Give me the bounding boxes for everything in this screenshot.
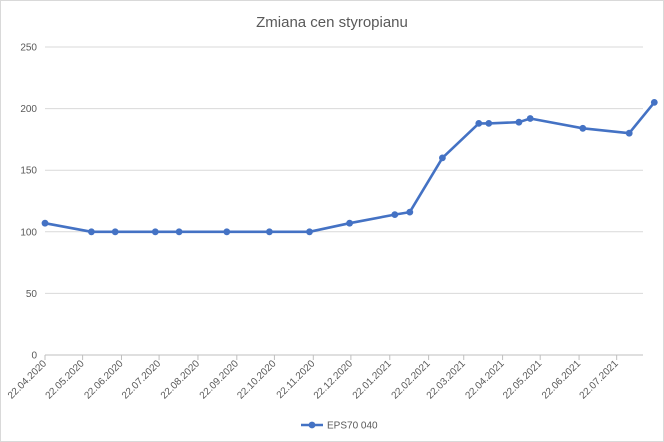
y-tick-label: 100 bbox=[20, 227, 37, 238]
x-tick-label: 22.08.2020 bbox=[159, 358, 202, 401]
data-point bbox=[475, 120, 483, 127]
x-tick-label: 22.04.2020 bbox=[6, 358, 49, 401]
grid-lines bbox=[45, 46, 643, 294]
data-point bbox=[515, 118, 523, 126]
data-point bbox=[625, 129, 633, 137]
legend-label: EPS70 040 bbox=[327, 421, 378, 432]
y-tick-label: 150 bbox=[20, 166, 37, 177]
data-point bbox=[151, 228, 159, 236]
series-layer bbox=[41, 99, 658, 236]
data-point bbox=[306, 228, 313, 236]
y-tick-label: 200 bbox=[20, 104, 37, 115]
x-tick-label: 22.06.2021 bbox=[540, 358, 583, 401]
x-tick-label: 22.07.2021 bbox=[578, 358, 621, 401]
y-tick-label: 250 bbox=[20, 43, 37, 54]
x-tick-label: 22.12.2020 bbox=[312, 358, 355, 401]
x-tick-label: 22.05.2020 bbox=[44, 358, 87, 401]
data-point bbox=[111, 228, 119, 236]
data-point bbox=[175, 228, 183, 236]
x-tick-label: 22.06.2020 bbox=[82, 358, 125, 401]
x-tick-label: 22.09.2020 bbox=[198, 358, 241, 401]
data-point bbox=[650, 99, 658, 106]
y-tick-label: 50 bbox=[26, 289, 38, 300]
y-axis: 0 50 100 150 200 250 bbox=[20, 43, 37, 362]
chart-title: Zmiana cen styropianu bbox=[256, 14, 408, 31]
data-point bbox=[406, 208, 414, 216]
data-point bbox=[391, 211, 399, 219]
legend-marker bbox=[308, 421, 316, 429]
y-tick-label: 0 bbox=[31, 351, 37, 362]
data-point bbox=[526, 115, 534, 122]
series-line bbox=[43, 101, 656, 234]
data-point bbox=[88, 228, 95, 236]
data-point bbox=[579, 124, 587, 132]
x-tick-label: 22.01.2021 bbox=[351, 358, 394, 401]
x-tick-label: 22.07.2020 bbox=[120, 358, 163, 401]
x-axis: 22.04.202022.05.202022.06.202022.07.2020… bbox=[6, 354, 643, 402]
data-point bbox=[485, 120, 493, 127]
data-point bbox=[266, 228, 273, 236]
x-tick-label: 22.04.2021 bbox=[464, 358, 507, 401]
x-tick-label: 22.10.2020 bbox=[235, 358, 278, 401]
x-tick-label: 22.03.2021 bbox=[425, 358, 468, 401]
data-point bbox=[223, 228, 231, 236]
x-tick-label: 22.05.2021 bbox=[501, 358, 544, 401]
legend: EPS70 040 bbox=[301, 421, 378, 432]
data-point bbox=[346, 219, 353, 227]
data-point bbox=[439, 154, 446, 162]
data-point bbox=[41, 219, 49, 227]
